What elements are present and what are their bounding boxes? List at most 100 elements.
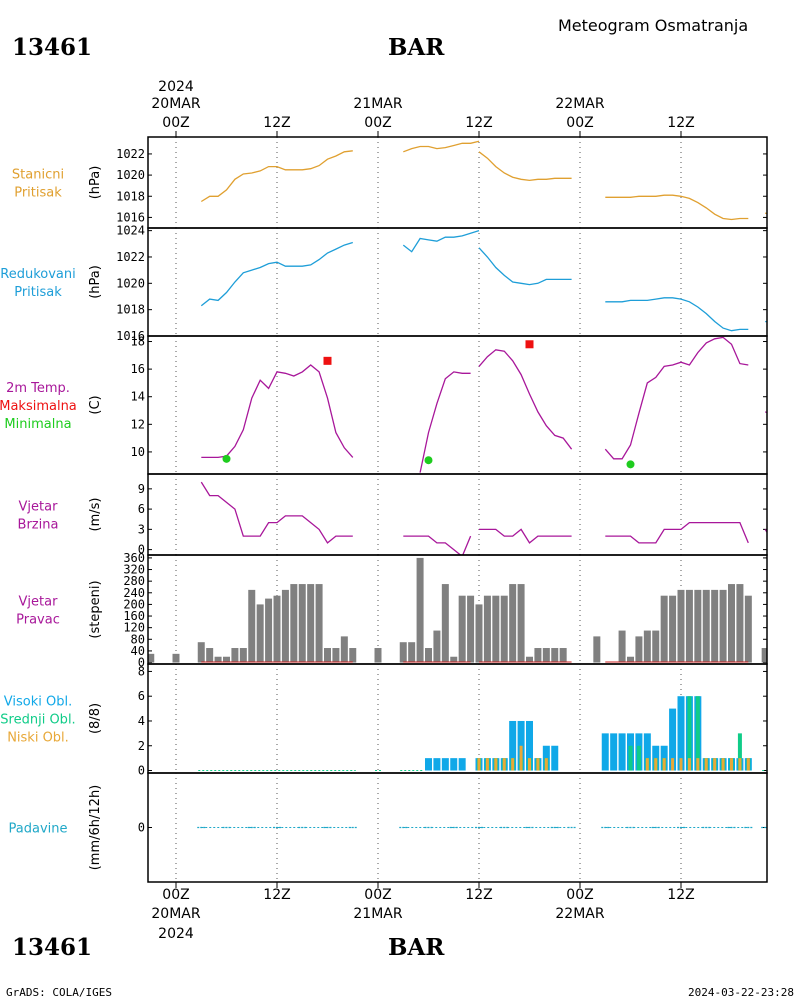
footer-left: GrADS: COLA/IGES: [6, 986, 112, 999]
series-line: [478, 247, 572, 286]
series-line: [419, 371, 471, 473]
wind-dir-bar: [273, 595, 281, 663]
y-tick-label: 1022: [116, 250, 145, 264]
panel-label: Minimalna: [4, 417, 71, 432]
wind-dir-bar: [298, 584, 306, 663]
wind-dir-bar: [677, 589, 685, 663]
series-line: [605, 194, 749, 221]
y-tick-label: 0: [138, 821, 145, 835]
cloud-bar: [687, 758, 691, 771]
y-tick-label: 240: [123, 586, 145, 600]
series-line: [200, 241, 353, 307]
cloud-bar: [636, 745, 641, 771]
series-line: [605, 521, 749, 544]
y-tick-label: 3: [138, 522, 145, 536]
wind-dir-bar: [702, 589, 710, 663]
bottom-date-3: 22MAR: [555, 906, 604, 922]
cloud-bar: [502, 758, 506, 771]
cloud-bar: [643, 733, 651, 771]
y-axis-unit: (mm/6h/12h): [88, 785, 103, 871]
top-date-2: 21MAR: [353, 96, 402, 112]
panels: 1016101810201022(hPa)StanicniPritisak101…: [0, 131, 768, 888]
wind-dir-bar: [652, 630, 660, 663]
cloud-bar: [618, 733, 626, 771]
panel-clouds: 0 2 4 6 8 (8/8) Visoki Obl. Srednji Obl. Niski O…: [0, 663, 768, 778]
y-tick-label: 320: [123, 563, 145, 577]
panel-label: Vjetar: [19, 500, 59, 515]
panel-frame: [147, 473, 768, 556]
plot-area: [200, 481, 767, 555]
series-line: [479, 528, 572, 544]
wind-dir-bar: [744, 595, 752, 663]
wind-dir-bar: [441, 584, 449, 663]
y-tick-label: 8: [138, 664, 145, 678]
station-id-bottom: 13461: [12, 934, 92, 961]
bottom-hour-5: 00Z: [566, 887, 593, 903]
y-tick-label: 16: [131, 362, 145, 376]
cloud-bar: [458, 758, 466, 771]
wind-dir-bar: [551, 648, 559, 663]
panel-reduced-pressure: 1016 1018 1020 1022 1024 (hPa) Redukovani Priti…: [0, 224, 768, 343]
cloud-bar: [425, 758, 432, 771]
y-tick-label: 2: [138, 739, 145, 753]
top-hour-2: 12Z: [263, 115, 290, 131]
wind-dir-bar: [450, 656, 458, 663]
top-hour-5: 00Z: [566, 115, 593, 131]
panel-frame: [147, 136, 768, 229]
wind-dir-bar: [728, 584, 735, 663]
wind-dir-bar: [332, 648, 340, 663]
cloud-bar: [536, 758, 540, 771]
cloud-bar: [528, 758, 531, 771]
panel-label: Pritisak: [14, 186, 62, 201]
panel-label: Stanicni: [12, 168, 64, 183]
top-hour-6: 12Z: [667, 115, 694, 131]
y-tick-label: 1018: [116, 189, 145, 203]
panel-label: Redukovani: [0, 267, 75, 282]
y-tick-label: 6: [138, 502, 145, 516]
wind-dir-bar: [635, 636, 643, 663]
panel-station-pressure: 1016 1018 1020 1022 (hPa) Stanicni Pritisak: [12, 136, 768, 229]
cloud-bar: [746, 758, 750, 771]
top-date-3: 22MAR: [555, 96, 604, 112]
panel-frame: [147, 772, 768, 883]
cloud-bar: [628, 745, 633, 771]
wind-dir-bar: [711, 589, 719, 663]
wind-dir-bar: [223, 656, 230, 663]
plot-area: [200, 229, 767, 332]
y-tick-label: 0: [138, 764, 145, 778]
wind-dir-bar: [206, 648, 214, 663]
y-axis-unit: (C): [88, 395, 103, 414]
cloud-bar: [704, 758, 708, 771]
cloud-bar: [687, 696, 692, 771]
wind-dir-bar: [458, 595, 466, 663]
wind-dir-bar: [433, 630, 441, 663]
wind-dir-bar: [349, 648, 357, 663]
series-line: [478, 151, 572, 182]
series-line: [478, 349, 573, 450]
y-tick-label: 1016: [116, 210, 145, 224]
y-tick-label: 9: [138, 482, 145, 496]
cloud-bar: [662, 758, 666, 771]
wind-dir-bar: [231, 648, 239, 663]
y-tick-label: 10: [131, 445, 145, 459]
panel-label: 2m Temp.: [6, 381, 70, 396]
min-temp-marker: [222, 454, 231, 463]
bottom-hour-4: 12Z: [465, 887, 492, 903]
wind-dir-bar: [256, 604, 264, 663]
wind-dir-bar: [475, 604, 483, 663]
wind-dir-bar: [694, 589, 702, 663]
cloud-bar: [441, 758, 449, 771]
wind-dir-bar: [281, 589, 289, 663]
y-tick-label: 1018: [116, 303, 145, 317]
wind-dir-bar: [374, 648, 382, 663]
wind-dir-bar: [239, 648, 247, 663]
wind-dir-bar: [425, 648, 432, 663]
wind-dir-bar: [669, 595, 677, 663]
y-tick-label: 160: [123, 609, 145, 623]
plot-area: [201, 336, 767, 473]
wind-dir-bar: [214, 656, 222, 663]
y-tick-label: 4: [138, 714, 145, 728]
cloud-bar: [433, 758, 441, 771]
bottom-hour-3: 00Z: [364, 887, 391, 903]
